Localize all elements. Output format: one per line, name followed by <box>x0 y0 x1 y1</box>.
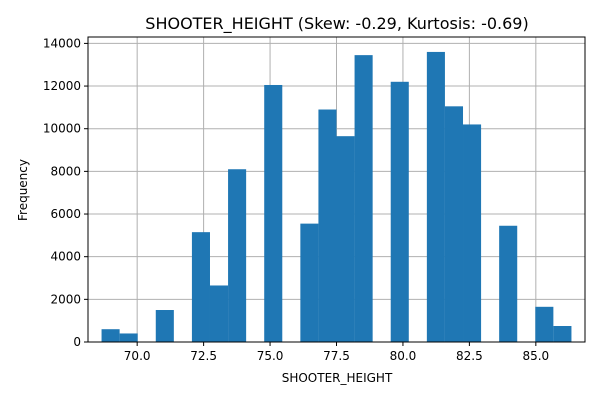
y-axis-label: Frequency <box>16 159 30 221</box>
histogram-bar-3 <box>191 232 210 342</box>
x-tick-label-5: 82.5 <box>456 349 483 363</box>
histogram-bar-6 <box>264 84 283 343</box>
x-axis-ticks: 70.0 72.5 75.0 77.5 80.0 82.5 85.0 <box>124 342 549 363</box>
y-tick-label-5: 10000 <box>43 122 81 136</box>
x-tick-label-6: 85.0 <box>522 349 549 363</box>
x-axis-label: SHOOTER_HEIGHT <box>282 371 393 385</box>
bars-group <box>101 51 572 343</box>
histogram-bar-16 <box>535 306 554 342</box>
histogram-bar-1 <box>119 333 138 342</box>
histogram-bar-9 <box>336 136 355 342</box>
x-tick-label-2: 75.0 <box>257 349 284 363</box>
histogram-bar-8 <box>318 109 337 342</box>
x-tick-label-1: 72.5 <box>190 349 217 363</box>
histogram-bar-14 <box>463 124 482 342</box>
y-tick-label-6: 12000 <box>43 79 81 93</box>
histogram-bar-5 <box>228 169 247 342</box>
histogram-bar-7 <box>300 223 319 342</box>
y-tick-label-7: 14000 <box>43 36 81 50</box>
histogram-bar-4 <box>209 285 229 342</box>
histogram-bar-2 <box>155 310 174 342</box>
histogram-bar-10 <box>354 55 373 343</box>
x-tick-label-3: 77.5 <box>323 349 350 363</box>
histogram-bar-11 <box>390 81 409 342</box>
x-tick-label-0: 70.0 <box>124 349 151 363</box>
histogram-bar-15 <box>499 225 518 342</box>
histogram-bar-0 <box>101 329 120 342</box>
y-tick-label-1: 2000 <box>50 292 81 306</box>
y-tick-label-0: 0 <box>73 335 81 349</box>
y-tick-label-3: 6000 <box>50 207 81 221</box>
histogram-bar-17 <box>553 326 572 342</box>
y-tick-label-2: 4000 <box>50 250 81 264</box>
histogram-bar-12 <box>426 51 445 343</box>
chart-title: SHOOTER_HEIGHT (Skew: -0.29, Kurtosis: -… <box>145 14 528 34</box>
x-tick-label-4: 80.0 <box>390 349 417 363</box>
y-tick-label-4: 8000 <box>50 164 81 178</box>
y-axis-ticks: 0 2000 4000 6000 8000 10000 12000 14000 <box>43 36 88 349</box>
histogram-bar-13 <box>444 106 464 343</box>
